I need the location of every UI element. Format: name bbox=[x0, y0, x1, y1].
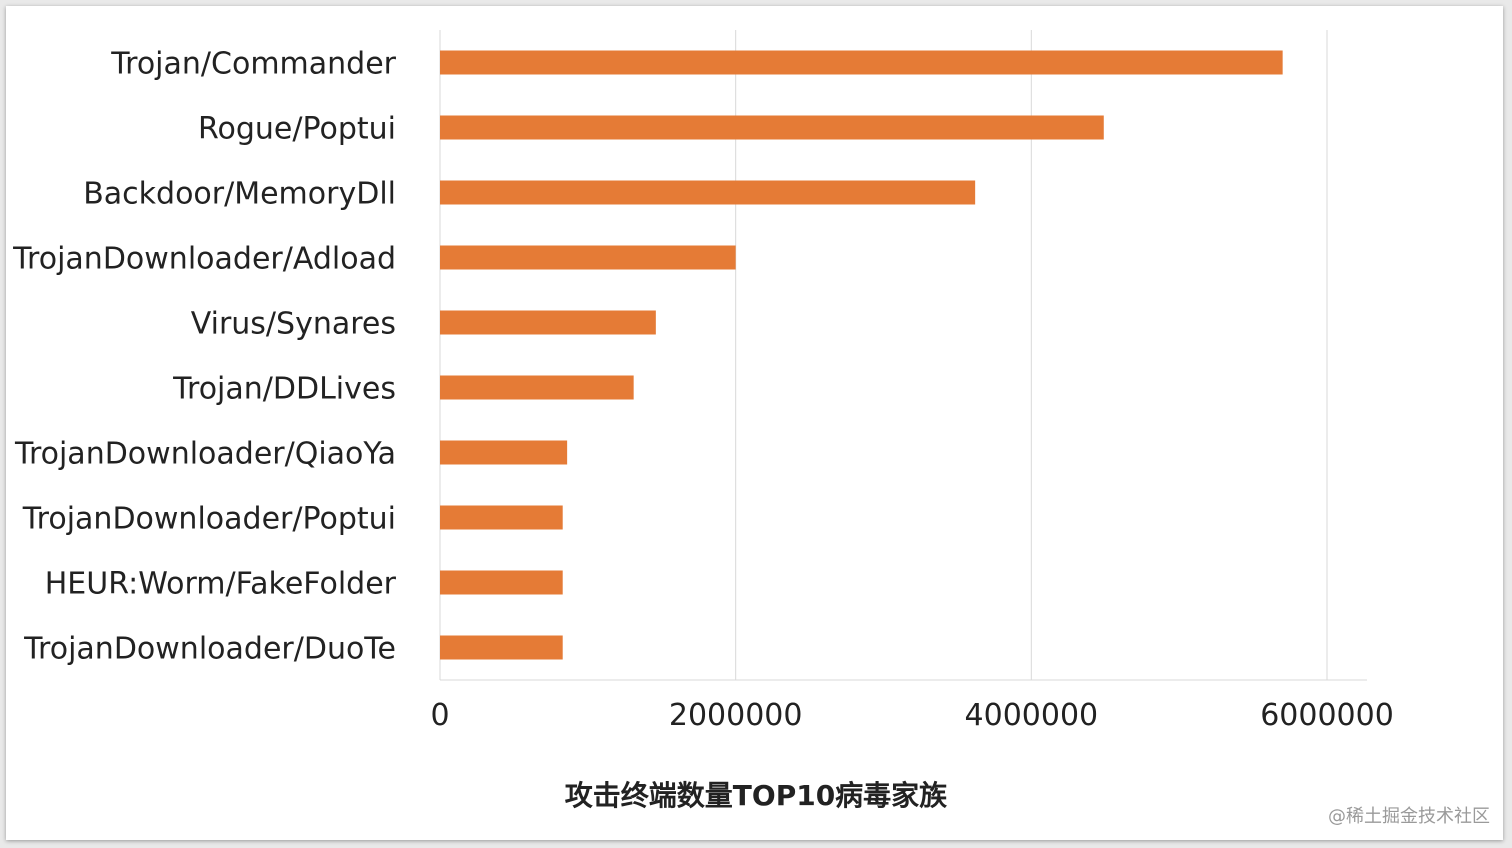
category-label-10: TrojanDownloader/DuoTe bbox=[23, 632, 396, 667]
bar-9 bbox=[440, 570, 563, 595]
category-label-6: Trojan/DDLives bbox=[172, 372, 396, 407]
bar-8 bbox=[440, 505, 563, 530]
x-tick-label-3: 6000000 bbox=[1260, 698, 1394, 733]
bar-3 bbox=[440, 180, 976, 205]
x-tick-label-2: 4000000 bbox=[965, 698, 1099, 733]
bar-1 bbox=[440, 50, 1283, 75]
bar-4 bbox=[440, 245, 736, 270]
category-label-3: Backdoor/MemoryDll bbox=[83, 177, 396, 212]
bar-2 bbox=[440, 115, 1104, 140]
category-label-9: HEUR:Worm/FakeFolder bbox=[45, 567, 397, 602]
bar-5 bbox=[440, 310, 656, 335]
category-label-2: Rogue/Poptui bbox=[198, 112, 396, 147]
x-tick-label-0: 0 bbox=[430, 698, 449, 733]
chart-card bbox=[6, 6, 1503, 840]
bar-6 bbox=[440, 375, 634, 400]
chart-title: 攻击终端数量TOP10病毒家族 bbox=[564, 779, 948, 812]
watermark-text: @稀土掘金技术社区 bbox=[1328, 806, 1490, 827]
category-label-1: Trojan/Commander bbox=[110, 47, 396, 82]
x-tick-label-1: 2000000 bbox=[669, 698, 803, 733]
bar-10 bbox=[440, 635, 563, 660]
category-label-5: Virus/Synares bbox=[191, 307, 396, 342]
category-label-4: TrojanDownloader/Adload bbox=[12, 242, 396, 277]
category-label-7: TrojanDownloader/QiaoYa bbox=[14, 437, 396, 472]
category-label-8: TrojanDownloader/Poptui bbox=[22, 502, 396, 537]
bar-7 bbox=[440, 440, 568, 465]
